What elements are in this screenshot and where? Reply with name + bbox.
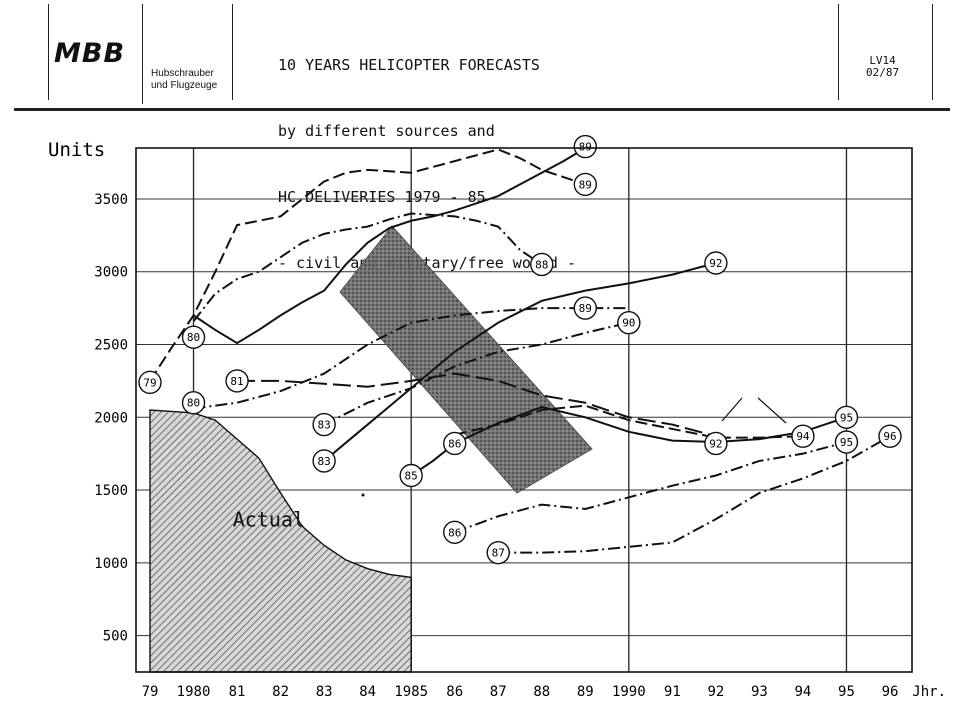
series-end-label: 79: [143, 376, 156, 389]
series-end-label: 83: [317, 455, 330, 468]
x-axis-label: Jhr.: [912, 684, 946, 700]
x-tick-label: 87: [490, 684, 507, 700]
x-tick-label: 91: [664, 684, 681, 700]
series-end-label: 86: [448, 437, 461, 450]
x-tick-label: 89: [577, 684, 594, 700]
x-tick-label: 92: [707, 684, 724, 700]
actual-area-group: Actual: [150, 410, 411, 672]
x-tick-label: 1980: [177, 684, 211, 700]
series-end-label: 85: [405, 470, 418, 483]
x-tick-label: 81: [229, 684, 246, 700]
x-tick-label: 93: [751, 684, 768, 700]
series-end-label: 92: [709, 257, 722, 270]
series-end-label: 95: [840, 411, 853, 424]
y-tick-label: 3000: [94, 265, 128, 281]
series-end-label: 83: [317, 419, 330, 432]
x-tick-label: 86: [446, 684, 463, 700]
series-end-label: 96: [883, 430, 896, 443]
y-tick-label: 500: [103, 629, 128, 645]
y-tick-label: 3500: [94, 192, 128, 208]
series-end-label: 86: [448, 526, 461, 539]
series-end-label: 92: [709, 437, 722, 450]
y-tick-label: 1500: [94, 483, 128, 499]
x-tick-label: 94: [795, 684, 812, 700]
series-end-label: 88: [535, 258, 548, 271]
x-tick-label: 79: [142, 684, 159, 700]
x-tick-label: 1985: [394, 684, 428, 700]
series-end-label: 90: [622, 317, 635, 330]
stray-dot: [362, 494, 365, 497]
y-axis-label: Units: [48, 139, 105, 161]
annotation-stroke: [758, 398, 786, 423]
series-end-label: 81: [230, 375, 243, 388]
y-tick-label: 2000: [94, 410, 128, 426]
series-end-label: 89: [579, 178, 592, 191]
x-tick-label: 82: [272, 684, 289, 700]
series-end-label: 80: [187, 331, 200, 344]
x-tick-label: 1990: [612, 684, 646, 700]
series-end-label: 94: [796, 430, 810, 443]
forecast-trend-arrow: [340, 226, 592, 493]
x-tick-label: 88: [533, 684, 550, 700]
series-end-label: 80: [187, 397, 200, 410]
y-tick-label: 2500: [94, 338, 128, 354]
x-tick-label: 96: [882, 684, 899, 700]
series-end-label: 89: [579, 302, 592, 315]
actual-area: [150, 410, 411, 672]
x-tick-label: 95: [838, 684, 855, 700]
x-tick-label: 83: [316, 684, 333, 700]
actual-label: Actual: [233, 507, 305, 531]
series-end-label: 95: [840, 436, 853, 449]
x-tick-label: 84: [359, 684, 376, 700]
y-tick-label: 1000: [94, 556, 128, 572]
series-end-label: 87: [492, 547, 505, 560]
series-end-label: 89: [579, 141, 592, 154]
